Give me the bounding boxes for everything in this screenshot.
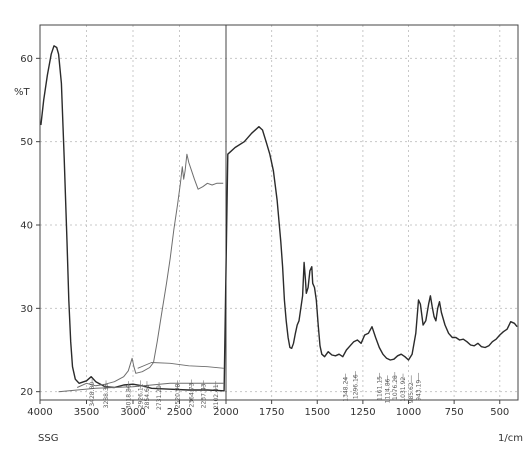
x-tick-label-1000: 1000 (396, 407, 421, 418)
x-tick-label-2500: 2500 (167, 407, 192, 418)
peak-label-18: 943.19 (416, 380, 423, 401)
peak-label-4: 2926.11 (137, 383, 144, 408)
sample-label: SSG (38, 433, 58, 444)
plot-frame (39, 24, 519, 401)
peak-label-16: 1031.92 (400, 377, 407, 402)
peak-label-17: 985.62 (408, 382, 415, 403)
series-line-1 (40, 45, 518, 392)
peak-label-1: 3428.80 (89, 382, 96, 407)
x-axis-unit-label: 1/cm (498, 433, 523, 444)
x-tick-label-3000: 3000 (120, 407, 145, 418)
peak-label-10: 2102.41 (213, 384, 220, 409)
peak-label-3: 3018.80 (125, 384, 132, 409)
y-tick-label-60: 60 (20, 54, 33, 65)
y-tick-labels: 20 30 40 50 60 (20, 54, 40, 398)
peak-label-13: 1161.15 (376, 376, 383, 401)
y-tick-label-40: 40 (20, 221, 33, 232)
peak-label-14: 1114.86 (385, 378, 392, 403)
x-tick-label-1250: 1250 (350, 407, 375, 418)
peak-label-12: 1296.16 (353, 374, 360, 399)
peak-label-5: 2854.65 (144, 384, 151, 409)
peak-label-15: 1076.28 (392, 375, 399, 400)
x-tick-label-4000: 4000 (27, 407, 52, 418)
peak-label-2: 3288.36 (103, 383, 110, 408)
x-tick-label-2000: 2000 (213, 407, 238, 418)
x-tick-label-3500: 3500 (74, 407, 99, 418)
y-tick-label-30: 30 (20, 304, 33, 315)
series-line-2 (76, 153, 224, 388)
x-tick-labels: 4000 3500 3000 2500 2000 1750 1500 1250 1000 750 5… (27, 400, 509, 418)
peak-label-9: 2237.43 (201, 383, 208, 408)
x-tick-label-1750: 1750 (259, 407, 284, 418)
peak-label-6: 2731.20 (156, 385, 163, 410)
series-line-4 (137, 362, 225, 369)
x-tick-label-750: 750 (445, 407, 464, 418)
y-tick-label-50: 50 (20, 137, 33, 148)
spectrum-series (40, 45, 518, 393)
y-tick-label-20: 20 (20, 387, 33, 398)
peak-label-11: 1348.24 (343, 377, 350, 402)
peak-labels: 3428.80 3288.36 3018.80 2926.11 2854.65 2731.… (89, 371, 423, 410)
series-line-3 (58, 382, 225, 393)
x-tick-label-1500: 1500 (305, 407, 330, 418)
peak-label-7: 2520.98 (175, 383, 182, 408)
x-tick-label-500: 500 (490, 407, 509, 418)
peak-label-8: 2364.73 (189, 383, 196, 408)
y-axis-label: %T (14, 87, 31, 98)
grid-lines (39, 25, 518, 400)
